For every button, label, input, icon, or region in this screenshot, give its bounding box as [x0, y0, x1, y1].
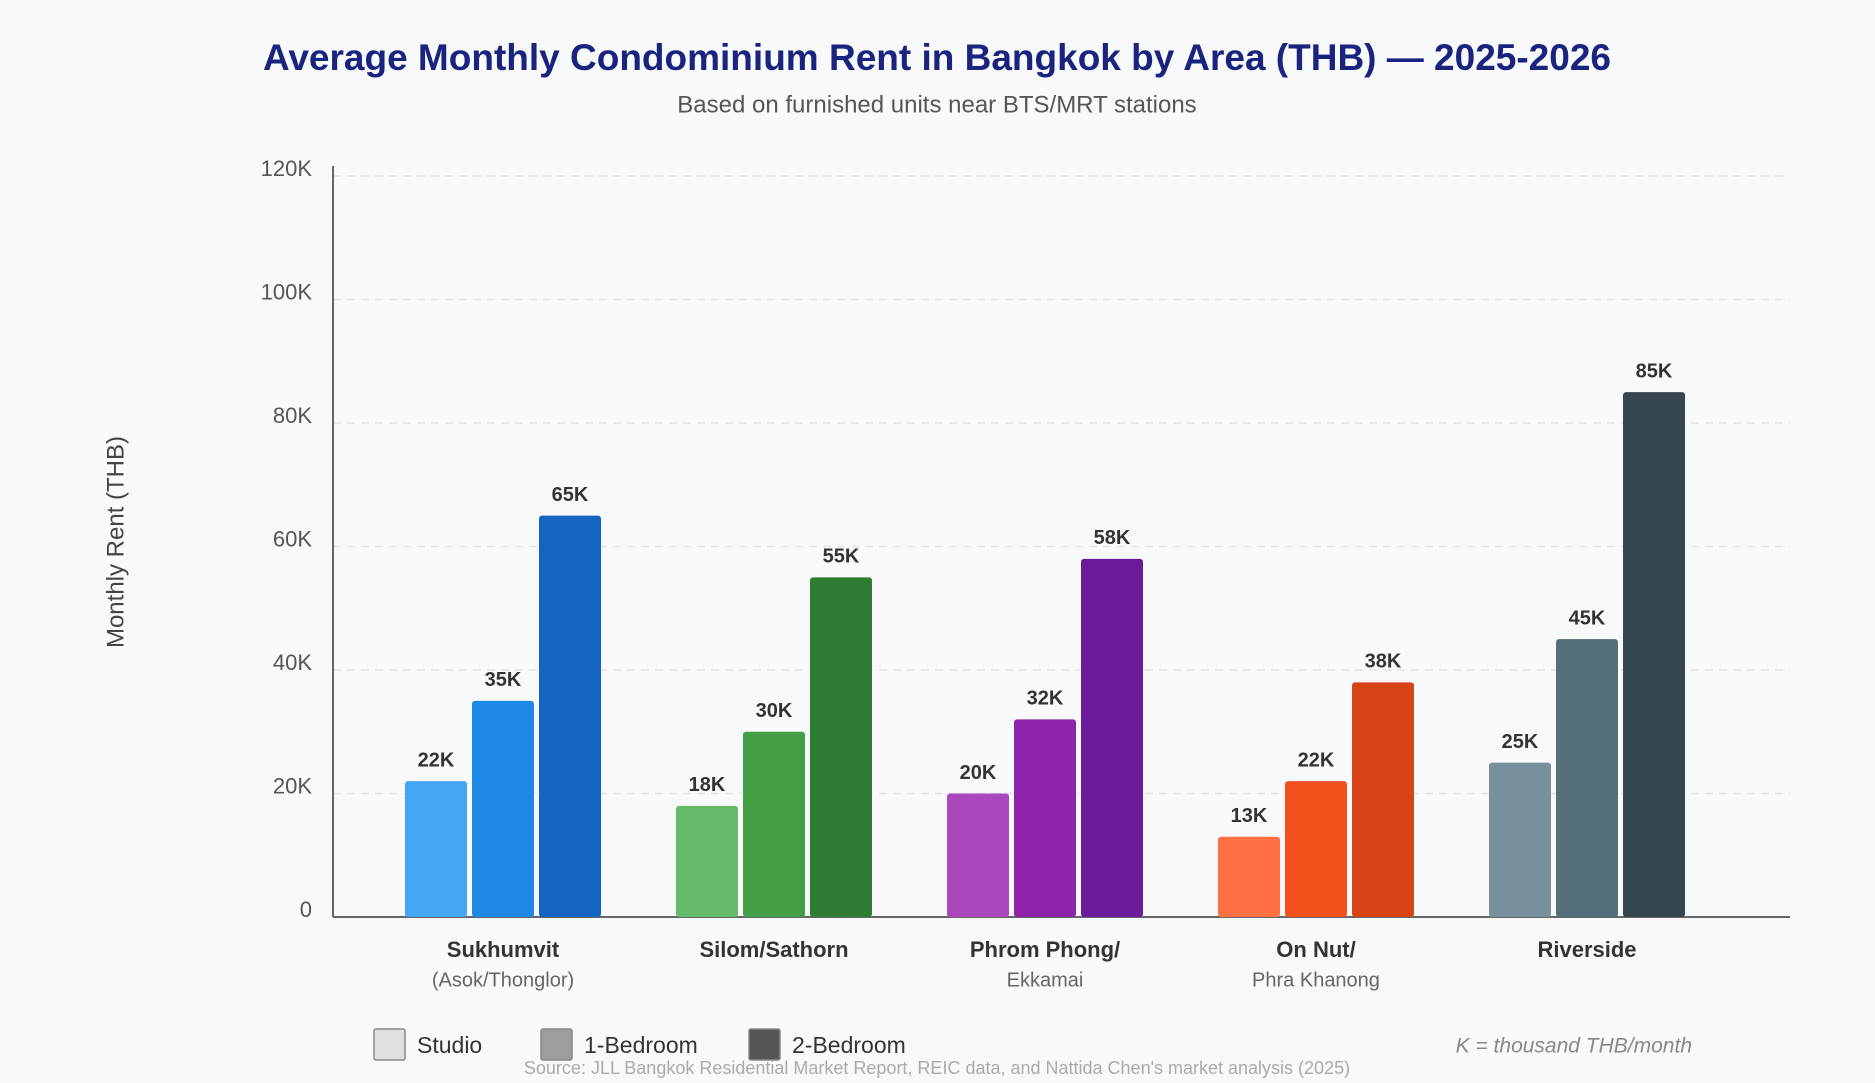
x-tick-sublabel: (Asok/Thonglor) [432, 969, 574, 991]
value-label: 13K [1231, 805, 1268, 827]
chart-subtitle: Based on furnished units near BTS/MRT st… [677, 91, 1196, 118]
bar [1081, 558, 1143, 917]
y-tick-label: 120K [261, 156, 313, 181]
bar [947, 793, 1009, 917]
value-label: 18K [689, 774, 726, 796]
bar [1623, 392, 1685, 917]
bar [676, 805, 738, 917]
x-tick-sublabel: Ekkamai [1007, 969, 1084, 991]
legend-label: 1-Bedroom [584, 1032, 698, 1058]
y-tick-label: 100K [261, 279, 313, 304]
x-tick-label: Silom/Sathorn [699, 937, 848, 962]
legend-swatch [748, 1028, 781, 1061]
legend-label: Studio [417, 1032, 482, 1058]
bar [539, 515, 601, 917]
value-label: 85K [1636, 360, 1673, 382]
bar [1285, 781, 1347, 917]
value-label: 22K [418, 749, 455, 771]
bar [1014, 719, 1076, 917]
value-label: 32K [1027, 688, 1064, 710]
value-label: 65K [552, 484, 589, 506]
note: K = thousand THB/month [1456, 1035, 1692, 1058]
y-axis-label: Monthly Rent (THB) [102, 436, 129, 648]
bar [405, 781, 467, 917]
bar [743, 731, 805, 917]
value-label: 38K [1365, 651, 1402, 673]
x-tick-label: Riverside [1537, 937, 1636, 962]
source: Source: JLL Bangkok Residential Market R… [524, 1058, 1350, 1078]
y-tick-label: 80K [273, 403, 312, 428]
bar [472, 700, 534, 917]
y-tick-label: 20K [273, 773, 312, 798]
legend-label: 2-Bedroom [792, 1032, 906, 1058]
x-tick-label: Phrom Phong/ [970, 937, 1120, 962]
x-tick-label: Sukhumvit [447, 937, 560, 962]
value-label: 55K [823, 546, 860, 568]
bar [1352, 682, 1414, 917]
y-tick-label: 0 [300, 897, 312, 922]
value-label: 25K [1502, 731, 1539, 753]
legend-swatch [540, 1028, 573, 1061]
value-label: 45K [1569, 607, 1606, 629]
x-tick-sublabel: Phra Khanong [1252, 969, 1380, 991]
bar [810, 577, 872, 917]
chart-title: Average Monthly Condominium Rent in Bang… [263, 37, 1611, 78]
value-label: 20K [960, 762, 997, 784]
bar [1218, 836, 1280, 917]
x-tick-label: On Nut/ [1276, 937, 1355, 962]
value-label: 30K [756, 700, 793, 722]
value-label: 22K [1298, 749, 1335, 771]
y-tick-label: 60K [273, 526, 312, 551]
value-label: 58K [1094, 527, 1131, 549]
legend-swatch [373, 1028, 406, 1061]
bar [1556, 639, 1618, 917]
bar [1489, 762, 1551, 917]
y-tick-label: 40K [273, 650, 312, 675]
value-label: 35K [485, 669, 522, 691]
